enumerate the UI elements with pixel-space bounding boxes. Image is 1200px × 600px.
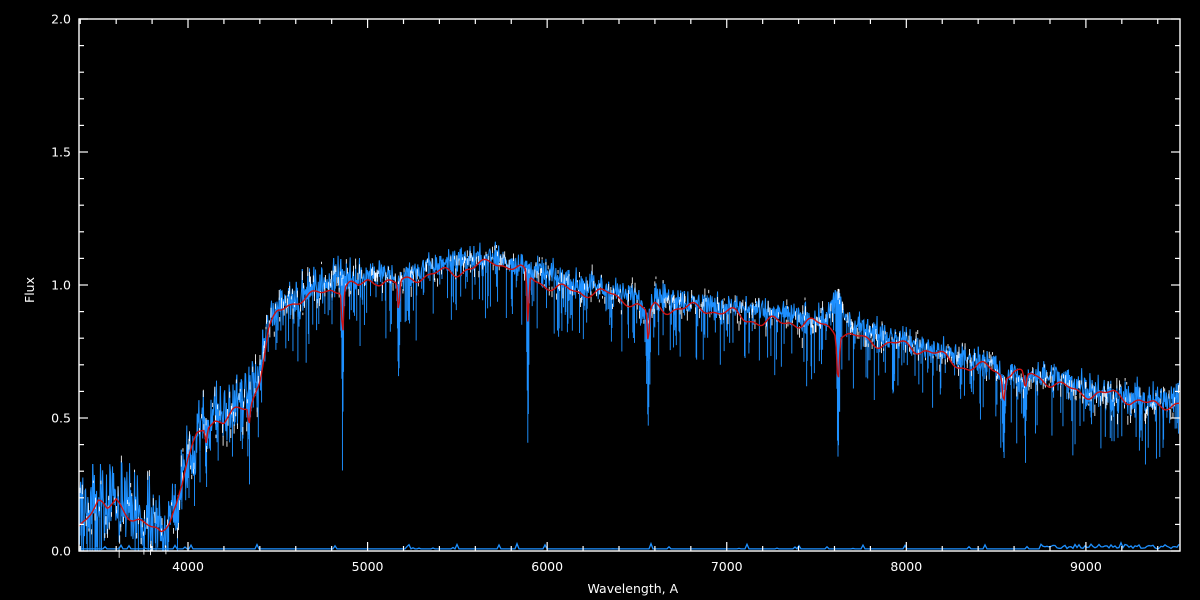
observed-data-points xyxy=(79,244,1179,558)
x-axis-tick-label: 5000 xyxy=(352,559,384,574)
y-axis-tick-label: 0.0 xyxy=(51,544,71,559)
y-axis-tick-label: 0.5 xyxy=(51,411,71,426)
x-axis-tick-label: 8000 xyxy=(890,559,922,574)
x-axis-tick-label: 6000 xyxy=(531,559,563,574)
spectrum-envelope xyxy=(78,241,1181,551)
y-axis-tick-label: 1.5 xyxy=(51,145,71,160)
y-axis-label: Flux xyxy=(22,277,37,303)
model-fit-line xyxy=(78,258,1180,533)
x-axis-tick-label: 9000 xyxy=(1070,559,1102,574)
error-array-line xyxy=(79,541,1180,550)
x-axis-tick-label: 7000 xyxy=(711,559,743,574)
x-axis-label: Wavelength, A xyxy=(587,581,679,596)
y-axis-tick-label: 2.0 xyxy=(51,12,71,27)
y-axis-tick-label: 1.0 xyxy=(51,278,71,293)
x-axis-tick-label: 4000 xyxy=(172,559,204,574)
